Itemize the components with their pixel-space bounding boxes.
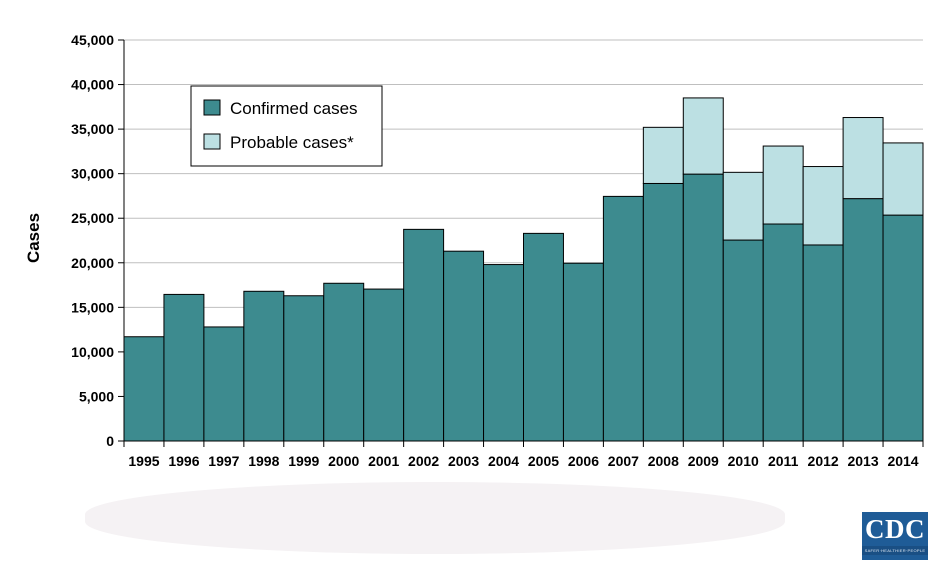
- x-tick-label: 2008: [648, 453, 679, 469]
- bar-confirmed-2010: [722, 239, 764, 442]
- bar-confirmed-2006: [562, 262, 604, 442]
- y-tick-label: 0: [106, 433, 114, 449]
- bar-confirmed-2005: [523, 232, 564, 442]
- bar-probable-2009: [682, 97, 724, 175]
- x-axis-ticks: 1995 1996 1997 1998 1999 2000 2001 2002 2003 2004…: [123, 441, 924, 469]
- bar-probable-2010: [722, 171, 764, 241]
- x-tick-label: 2007: [608, 453, 639, 469]
- x-tick-label: 2014: [887, 453, 918, 469]
- bar-confirmed-1998: [243, 290, 285, 442]
- y-tick-label: 40,000: [71, 77, 114, 93]
- x-tick-label: 2009: [688, 453, 719, 469]
- x-tick-label: 2001: [368, 453, 399, 469]
- x-tick-label: 2010: [728, 453, 759, 469]
- bar-probable-2008: [642, 126, 684, 184]
- x-tick-label: 1997: [208, 453, 239, 469]
- bar-confirmed-2001: [363, 288, 405, 442]
- bar-confirmed-2014: [882, 214, 924, 442]
- y-tick-label: 5,000: [79, 388, 114, 404]
- cdc-logo: CDC SAFER·HEALTHIER·PEOPLE: [862, 509, 928, 560]
- bar-probable-2011: [762, 145, 804, 225]
- x-tick-label: 2006: [568, 453, 599, 469]
- x-tick-label: 1999: [288, 453, 319, 469]
- bar-confirmed-1997: [203, 326, 245, 442]
- x-tick-label: 2013: [847, 453, 878, 469]
- bar-confirmed-2009: [682, 173, 724, 442]
- y-tick-label: 35,000: [71, 121, 114, 137]
- x-tick-label: 2011: [768, 453, 799, 469]
- cdc-logo-text: CDC: [865, 514, 925, 544]
- y-tick-label: 30,000: [71, 166, 114, 182]
- y-tick-label: 15,000: [71, 299, 114, 315]
- y-tick-label: 25,000: [71, 210, 114, 226]
- y-axis-label: Cases: [24, 213, 43, 263]
- bar-confirmed-2007: [602, 195, 644, 442]
- bar-probable-2012: [802, 166, 844, 246]
- x-tick-label: 1995: [128, 453, 159, 469]
- x-tick-label: 2005: [528, 453, 559, 469]
- x-tick-label: 2002: [408, 453, 439, 469]
- background-smudge: [85, 482, 785, 554]
- legend: Confirmed cases Probable cases*: [190, 85, 383, 167]
- x-tick-label: 2000: [328, 453, 359, 469]
- bar-confirmed-2000: [323, 282, 365, 442]
- x-tick-label: 1998: [248, 453, 279, 469]
- x-tick-label: 1996: [168, 453, 199, 469]
- bar-confirmed-2002: [403, 228, 445, 442]
- bar-confirmed-2003: [443, 250, 485, 442]
- bar-confirmed-1996: [163, 293, 205, 442]
- bar-confirmed-2012: [802, 244, 844, 442]
- bar-confirmed-2008: [642, 182, 684, 442]
- legend-swatch-probable: [203, 133, 221, 150]
- bar-confirmed-1999: [283, 295, 325, 442]
- legend-swatch-confirmed: [203, 99, 221, 116]
- bar-confirmed-2011: [762, 223, 804, 442]
- x-tick-label: 2004: [488, 453, 519, 469]
- legend-box: [190, 85, 383, 167]
- bar-probable-2014: [882, 142, 924, 216]
- bar-confirmed-2004: [483, 264, 524, 442]
- bar-confirmed-1995: [123, 336, 165, 442]
- bar-probable-2013: [842, 117, 884, 200]
- x-tick-label: 2012: [808, 453, 839, 469]
- bars: [123, 97, 924, 442]
- y-tick-label: 45,000: [71, 32, 114, 48]
- cdc-logo-tagline: SAFER·HEALTHIER·PEOPLE: [862, 546, 928, 555]
- x-tick-label: 2003: [448, 453, 479, 469]
- y-tick-label: 20,000: [71, 255, 114, 271]
- y-axis-ticks: 0 5,000 10,000 15,000 20,000 25,000 30,000 35,0…: [71, 32, 124, 449]
- legend-label-confirmed: Confirmed cases: [230, 99, 358, 118]
- y-tick-label: 10,000: [71, 344, 114, 360]
- bar-confirmed-2013: [842, 198, 884, 442]
- legend-label-probable: Probable cases*: [230, 133, 354, 152]
